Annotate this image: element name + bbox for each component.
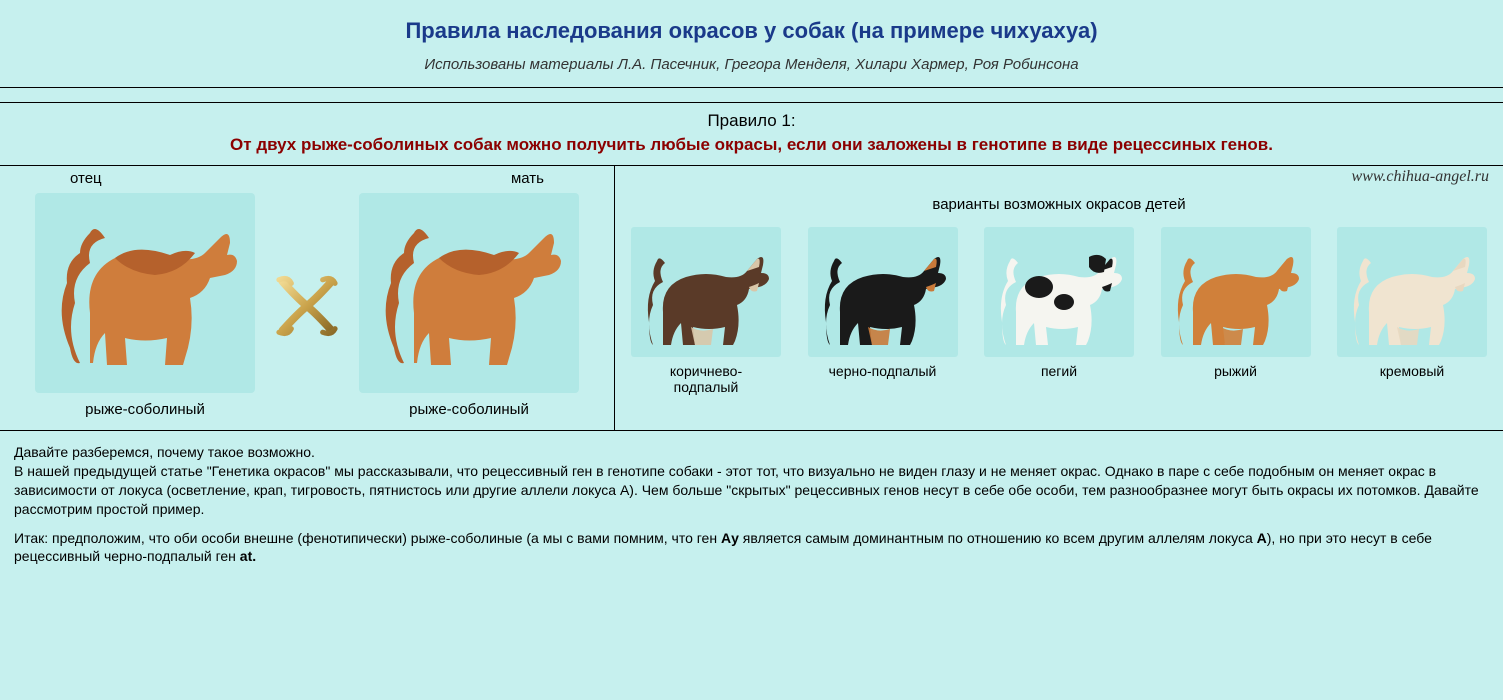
cross-symbol [267,206,347,406]
offspring-caption-3: рыжий [1161,363,1311,379]
offspring-image-4 [1337,227,1487,357]
explain-p1: Давайте разберемся, почему такое возможн… [14,443,1489,519]
offspring-tile-3: рыжий [1161,227,1311,395]
rule-text: От двух рыже-соболиных собак можно получ… [0,135,1503,155]
offspring-tile-4: кремовый [1337,227,1487,395]
offspring-panel: www.chihua-angel.ru варианты возможных о… [615,166,1503,430]
p2-mid: является самым доминантным по отношению … [739,530,1257,546]
offspring-tile-1: черно-подпалый [808,227,958,395]
gene-ay: Aу [721,530,739,546]
gene-at: at. [240,548,256,564]
p1b: В нашей предыдущей статье "Генетика окра… [14,463,1479,517]
offspring-image-0 [631,227,781,357]
mother-tile: рыже-соболиный [359,193,579,418]
father-tile: рыже-соболиный [35,193,255,418]
offspring-tile-2: пегий [984,227,1134,395]
parents-panel: отец мать рыже- [0,166,615,430]
dog-svg [62,229,237,365]
explanation: Давайте разберемся, почему такое возможн… [0,431,1503,594]
explain-p2: Итак: предположим, что оби особи внешне … [14,529,1489,567]
rule-number: Правило 1: [0,111,1503,131]
gene-a: A [1257,530,1267,546]
dog-svg [386,229,561,365]
page-subtitle: Использованы материалы Л.А. Пасечник, Гр… [0,56,1503,73]
watermark: www.chihua-angel.ru [1352,168,1489,186]
offspring-image-3 [1161,227,1311,357]
page-title: Правила наследования окрасов у собак (на… [0,18,1503,44]
diagram: отец мать рыже- [0,166,1503,431]
offspring-caption-4: кремовый [1337,363,1487,379]
father-caption: рыже-соболиный [35,401,255,418]
father-image [35,193,255,393]
mother-caption: рыже-соболиный [359,401,579,418]
offspring-caption-1: черно-подпалый [808,363,958,379]
p1a: Давайте разберемся, почему такое возможн… [14,444,315,460]
offspring-caption-0: коричнево-подпалый [631,363,781,395]
offspring-tile-0: коричнево-подпалый [631,227,781,395]
divider-top [0,87,1503,88]
father-label: отец [70,170,102,187]
offspring-image-2 [984,227,1134,357]
offspring-image-1 [808,227,958,357]
offspring-title: варианты возможных окрасов детей [625,196,1493,213]
mother-label: мать [511,170,544,187]
mother-image [359,193,579,393]
offspring-caption-2: пегий [984,363,1134,379]
p2-pre: Итак: предположим, что оби особи внешне … [14,530,721,546]
rule-box: Правило 1: От двух рыже-соболиных собак … [0,102,1503,166]
